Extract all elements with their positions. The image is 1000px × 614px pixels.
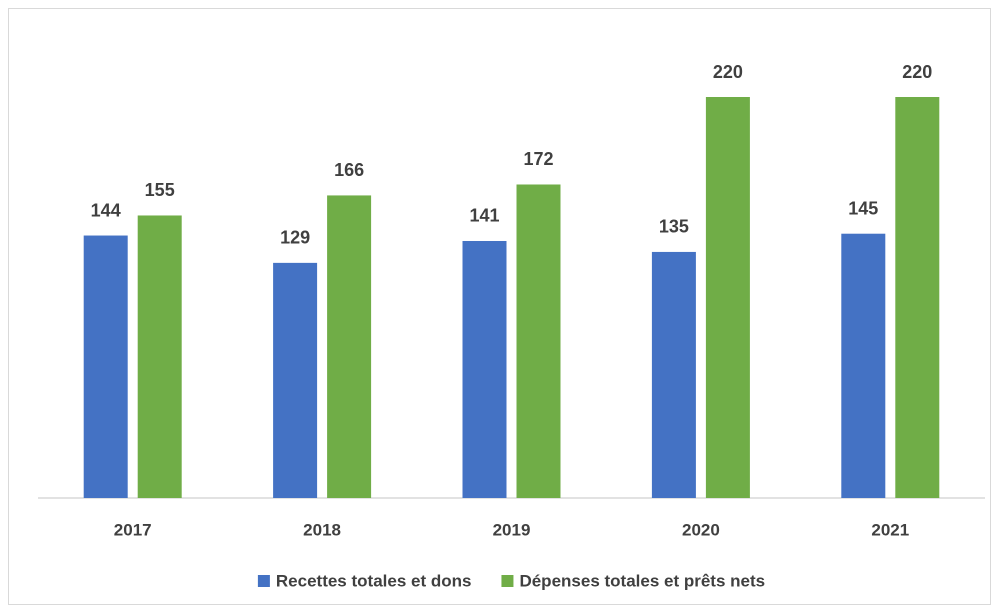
legend-swatch — [257, 575, 270, 587]
data-label: 220 — [902, 62, 932, 82]
data-label: 144 — [91, 200, 121, 220]
x-tick-label: 2021 — [871, 520, 909, 539]
x-tick-label: 2018 — [303, 520, 341, 539]
bar — [516, 184, 561, 498]
x-tick-label: 2020 — [682, 520, 720, 539]
bar — [137, 215, 182, 498]
bar — [462, 240, 507, 498]
legend-label: Dépenses totales et prêts nets — [519, 571, 765, 590]
data-label: 141 — [469, 206, 499, 226]
x-tick-label: 2019 — [493, 520, 531, 539]
bar — [651, 251, 696, 498]
data-label: 220 — [713, 62, 743, 82]
data-label: 129 — [280, 228, 310, 248]
bar — [83, 235, 128, 498]
bar — [273, 262, 318, 498]
data-label: 166 — [334, 160, 364, 180]
x-tick-label: 2017 — [114, 520, 152, 539]
bar — [895, 97, 940, 498]
data-label: 172 — [523, 149, 553, 169]
data-label: 155 — [145, 180, 175, 200]
bar — [327, 195, 372, 498]
legend-label: Recettes totales et dons — [276, 571, 472, 590]
data-label: 145 — [848, 198, 878, 218]
legend-swatch — [501, 575, 514, 587]
bar — [841, 233, 886, 499]
bar — [705, 97, 750, 498]
data-label: 135 — [659, 217, 689, 237]
